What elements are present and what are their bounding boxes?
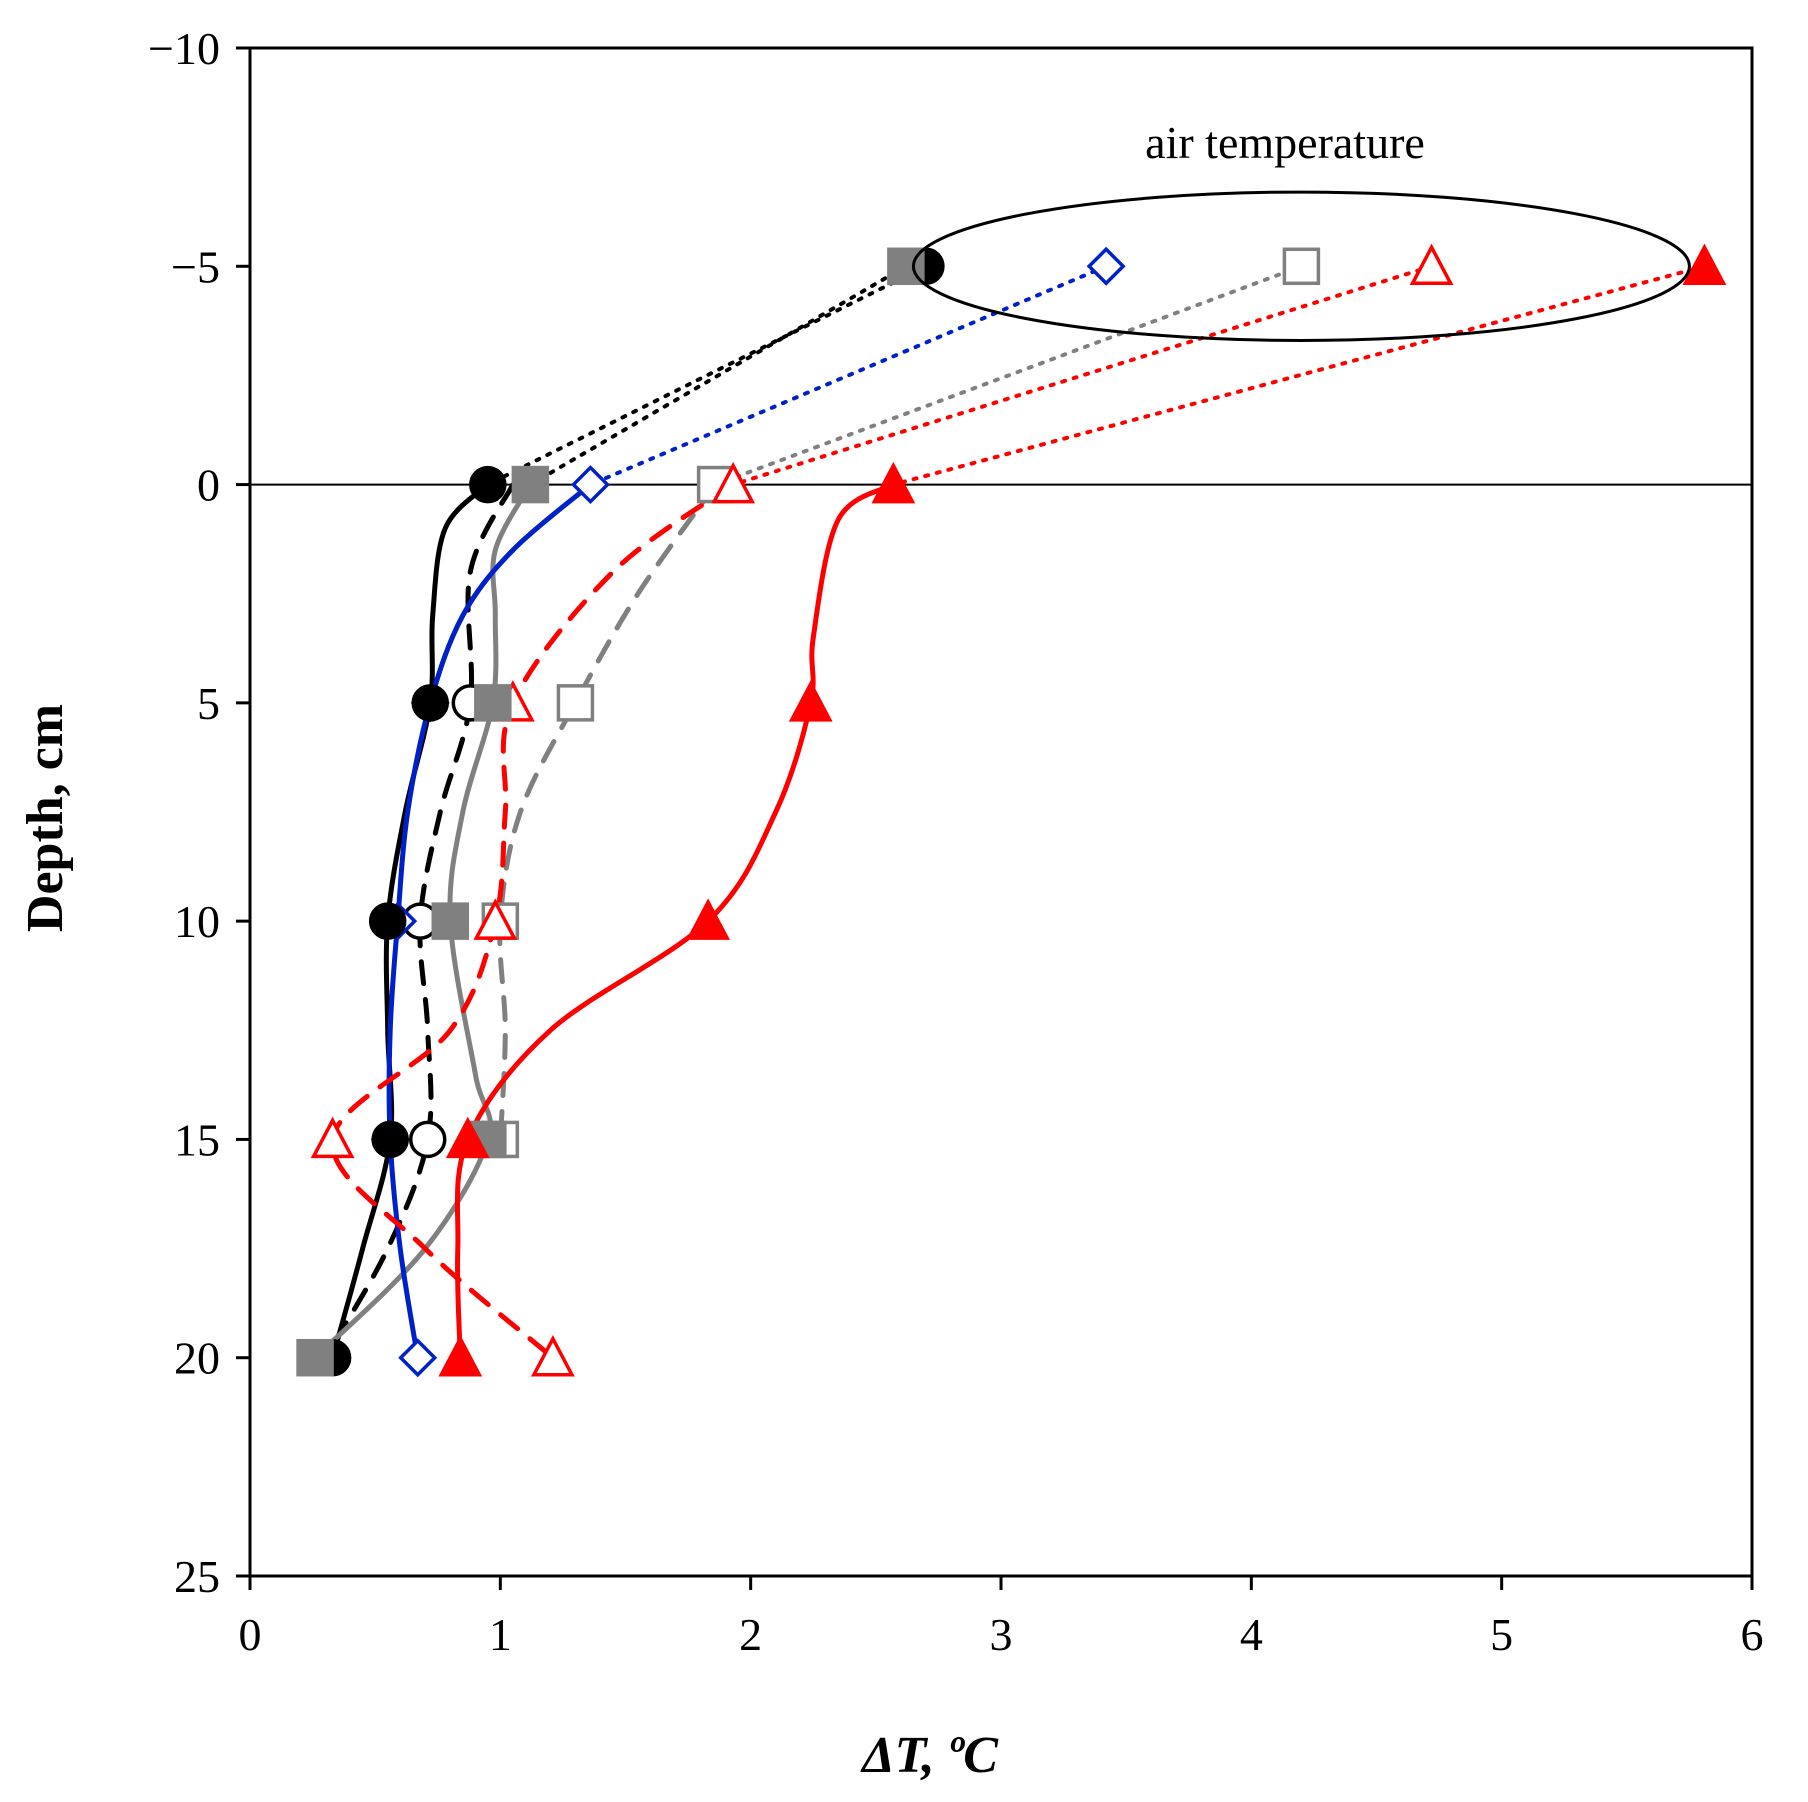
tick-labels: 0 1 2 3 4 5 6 −10 −5 0 5 10 15 20 25 [148,23,1763,1660]
air-link-lines [485,264,1707,487]
air-link-line [485,264,928,487]
data-point-circle [371,1120,409,1159]
x-tick-label: 5 [1490,1609,1513,1660]
y-tick-label: 20 [174,1333,220,1384]
data-point-triangle [531,1334,575,1377]
y-tick-label: 15 [174,1114,220,1165]
series-line-open-diamond [386,482,593,1361]
plot-frame [248,46,1754,1578]
series-markers [296,243,1727,1378]
y-tick-label: 5 [197,678,220,729]
data-point-triangle [711,461,756,504]
data-point-triangle [438,1334,483,1377]
air-link-line [713,264,1304,487]
data-point-triangle [1409,243,1454,286]
y-axis-label: Depth, cm [17,704,74,932]
air-link-line [528,264,908,487]
data-point-circle [469,465,507,504]
data-point-triangle [788,680,833,722]
data-point-square [296,1338,334,1377]
air-link-line [588,264,1109,487]
data-point-diamond [398,1338,438,1378]
data-point-diamond [570,465,610,505]
data-point-diamond [1086,246,1126,286]
data-point-triangle [871,461,916,504]
y-tick-label: 25 [174,1551,220,1602]
air-temperature-label: air temperature [1145,117,1425,168]
data-point-square [431,902,470,940]
y-tick-label: 10 [174,896,220,947]
x-axis-label: ΔT, ºC [860,1727,999,1784]
series-line-filled-triangle [454,482,896,1361]
y-tick-label: 0 [197,460,220,511]
data-point-circle [411,684,449,722]
data-point-triangle [445,1116,490,1159]
y-tick-label: −10 [148,23,220,74]
series-line-open-square [497,482,719,1142]
x-tick-label: 0 [239,1609,262,1660]
data-point-triangle [473,898,518,940]
x-tick-label: 3 [990,1609,1013,1660]
data-point-triangle [686,898,731,940]
axes [236,46,1754,1590]
data-point-square [511,465,550,504]
data-point-triangle [1682,243,1727,286]
data-point-square [1282,247,1321,286]
data-point-square [556,684,595,722]
x-tick-label: 4 [1240,1609,1263,1660]
y-tick-label: −5 [171,241,220,292]
annotation-group [911,190,1691,343]
air-link-line [731,264,1434,487]
data-point-triangle [310,1116,355,1159]
x-tick-label: 6 [1741,1609,1764,1660]
x-tick-label: 2 [739,1609,762,1660]
data-point-circle [408,1120,447,1159]
data-point-square [474,684,512,722]
air-link-line [891,264,1707,487]
air-temperature-ellipse [911,190,1691,343]
data-point-circle [368,902,407,940]
x-tick-label: 1 [489,1609,512,1660]
